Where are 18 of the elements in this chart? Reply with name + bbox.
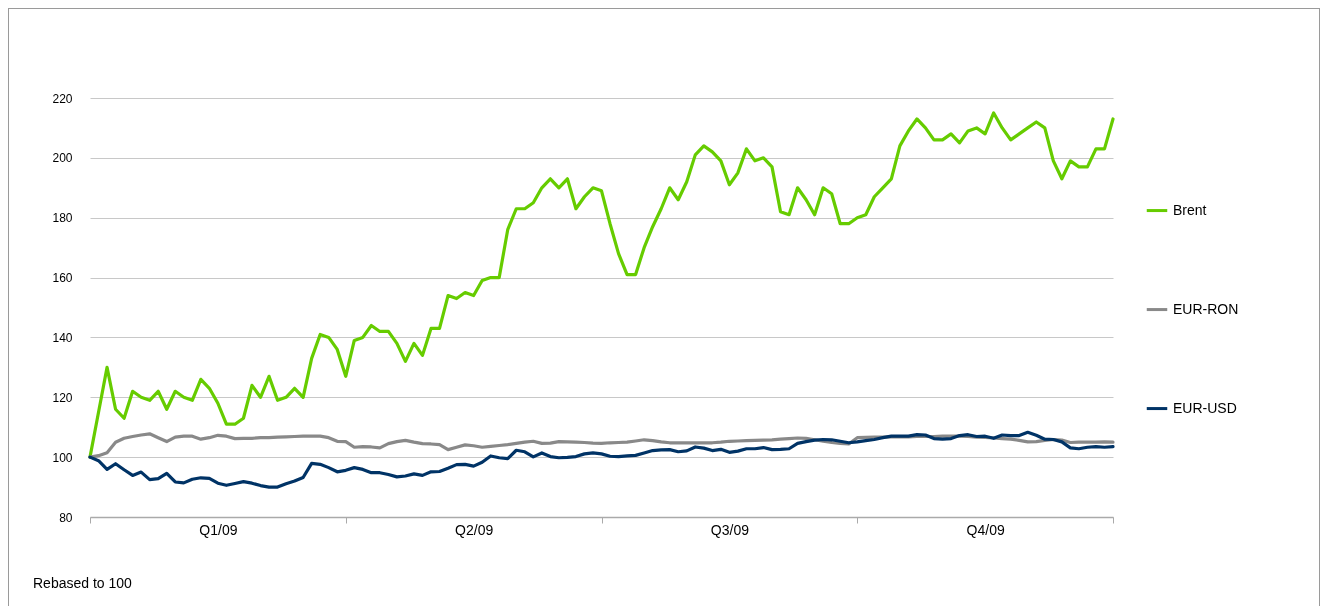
y-tick-label: 140 [52,330,73,345]
text: Rebased to 100 [33,575,133,591]
legend-label: EUR-RON [1173,300,1239,317]
y-tick-label: 220 [52,91,73,106]
y-tick-label: 160 [52,271,73,286]
x-tick-label: Q3/09 [710,521,750,538]
x-tick-label: Q2/09 [455,521,494,538]
line-series [88,430,1115,489]
legend-label: Brent [1173,201,1207,218]
y-tick-label: 100 [52,450,73,465]
x-tick-label: Q4/09 [966,521,1005,538]
line-series [88,111,1115,459]
x-tick-label: Q1/09 [199,521,238,538]
legend-label: EUR-USD [1173,399,1237,416]
y-tick-label: 180 [52,211,73,226]
y-tick-label: 80 [59,510,73,525]
y-tick-label: 200 [52,151,73,166]
y-tick-label: 120 [52,390,73,405]
